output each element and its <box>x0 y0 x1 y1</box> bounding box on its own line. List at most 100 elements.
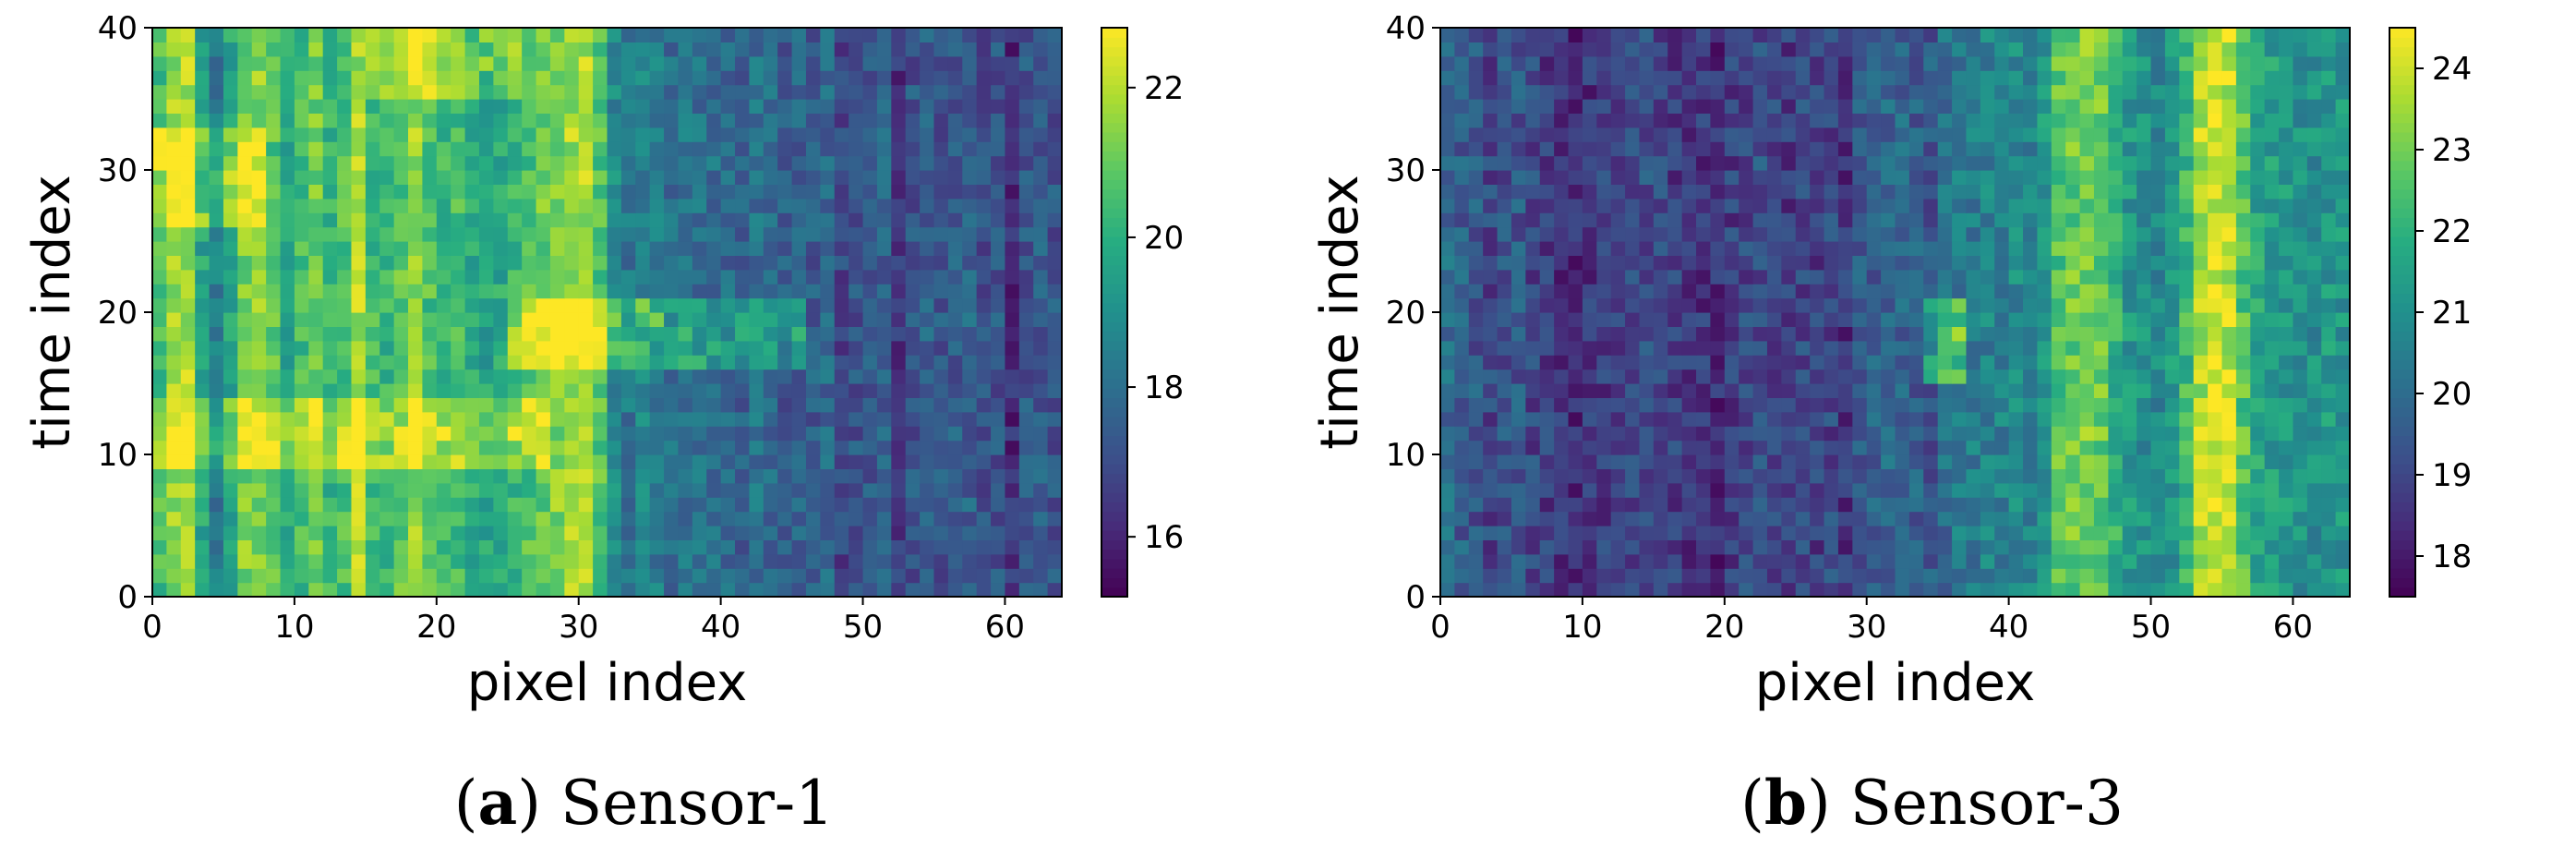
heatmap-cell <box>322 226 338 242</box>
heatmap-cell <box>1681 284 1697 299</box>
colorbar-segment <box>1101 454 1127 465</box>
heatmap-cell <box>1994 312 2010 327</box>
heatmap-cell <box>1653 355 1668 370</box>
heatmap-cell <box>478 99 494 114</box>
heatmap-cell <box>1966 141 1981 157</box>
heatmap-cell <box>962 70 978 86</box>
heatmap-cell <box>266 226 282 242</box>
heatmap-cell <box>1781 184 1797 200</box>
heatmap-cell <box>1696 70 1712 86</box>
heatmap-cell <box>607 155 622 171</box>
heatmap-cell <box>649 582 665 598</box>
heatmap-cell <box>2279 369 2294 384</box>
heatmap-cell <box>692 369 707 384</box>
heatmap-cell <box>1047 383 1063 398</box>
heatmap-cell <box>1568 411 1583 427</box>
heatmap-cell <box>180 568 196 584</box>
heatmap-cell <box>876 155 892 171</box>
heatmap-cell <box>166 539 182 555</box>
heatmap-cell <box>1018 497 1034 513</box>
heatmap-cells <box>152 28 1063 598</box>
heatmap-cell <box>464 440 480 455</box>
heatmap-cell <box>322 42 338 57</box>
heatmap-cell <box>2150 411 2166 427</box>
heatmap-cell <box>777 212 793 228</box>
heatmap-cell <box>464 170 480 185</box>
heatmap-cell <box>991 326 1006 342</box>
heatmap-cell <box>1810 511 1825 526</box>
heatmap-cell <box>1795 70 1811 86</box>
heatmap-cell <box>322 482 338 498</box>
heatmap-cell <box>706 312 722 327</box>
heatmap-cell <box>2008 170 2024 185</box>
heatmap-cell <box>578 426 594 442</box>
heatmap-cell <box>223 55 238 71</box>
heatmap-cell <box>2235 539 2251 555</box>
heatmap-cell <box>1908 241 1924 256</box>
heatmap-cell <box>2221 454 2237 469</box>
heatmap-cell <box>436 255 451 271</box>
heatmap-cell <box>464 113 480 128</box>
heatmap-cell <box>905 568 921 584</box>
heatmap-cell <box>2221 127 2237 142</box>
colorbar-segment <box>1101 558 1127 569</box>
heatmap-cell <box>2023 241 2039 256</box>
heatmap-cell <box>209 454 224 469</box>
colorbar-segment <box>1101 312 1127 322</box>
heatmap-cell <box>1653 184 1668 200</box>
heatmap-cell <box>451 397 466 413</box>
heatmap-cell <box>1681 269 1697 284</box>
heatmap-cell <box>905 70 921 86</box>
heatmap-cell <box>805 84 821 100</box>
heatmap-cell <box>1895 526 1910 540</box>
heatmap-cell <box>1895 440 1910 455</box>
heatmap-cell <box>493 553 509 569</box>
heatmap-cell <box>1539 212 1555 228</box>
heatmap-cell <box>607 70 622 86</box>
heatmap-cell <box>735 383 751 398</box>
heatmap-cell <box>2264 553 2280 569</box>
colorbar-segment <box>1101 444 1127 455</box>
heatmap-cell <box>1511 297 1526 313</box>
heatmap-cell <box>436 582 451 598</box>
heatmap-cell <box>1923 511 1939 526</box>
heatmap-cell <box>2306 184 2322 200</box>
heatmap-cell <box>1724 84 1739 100</box>
heatmap-cell <box>337 497 353 513</box>
heatmap-cell <box>507 326 523 342</box>
heatmap-cell <box>2093 568 2109 584</box>
heatmap-cell <box>1468 184 1484 200</box>
heatmap-cell <box>920 526 935 540</box>
heatmap-cell <box>237 568 253 584</box>
heatmap-cell <box>1852 454 1868 469</box>
heatmap-cell <box>1952 482 1968 498</box>
heatmap-cell <box>337 553 353 569</box>
heatmap-cell <box>1483 99 1499 114</box>
heatmap-cell <box>1795 84 1811 100</box>
heatmap-cell <box>2150 255 2166 271</box>
heatmap-cell <box>1568 312 1583 327</box>
heatmap-cell <box>735 127 751 142</box>
heatmap-cell <box>620 468 636 484</box>
heatmap-cell <box>720 468 736 484</box>
heatmap-cell <box>1582 468 1597 484</box>
heatmap-cell <box>678 284 693 299</box>
heatmap-cell <box>2008 241 2024 256</box>
heatmap-cell <box>1525 241 1541 256</box>
heatmap-cell <box>1525 127 1541 142</box>
heatmap-cell <box>493 155 509 171</box>
heatmap-cell <box>1696 497 1712 513</box>
heatmap-cell <box>1653 84 1668 100</box>
heatmap-cell <box>1047 539 1063 555</box>
heatmap-cell <box>692 297 707 313</box>
heatmap-cell <box>1596 497 1612 513</box>
heatmap-cell <box>2150 198 2166 213</box>
heatmap-cell <box>947 127 963 142</box>
heatmap-cell <box>237 383 253 398</box>
heatmap-cell <box>1554 369 1570 384</box>
heatmap-cell <box>1639 511 1655 526</box>
heatmap-cell <box>1724 440 1739 455</box>
heatmap-cell <box>166 155 182 171</box>
heatmap-cell <box>2008 297 2024 313</box>
heatmap-cell <box>1653 284 1668 299</box>
